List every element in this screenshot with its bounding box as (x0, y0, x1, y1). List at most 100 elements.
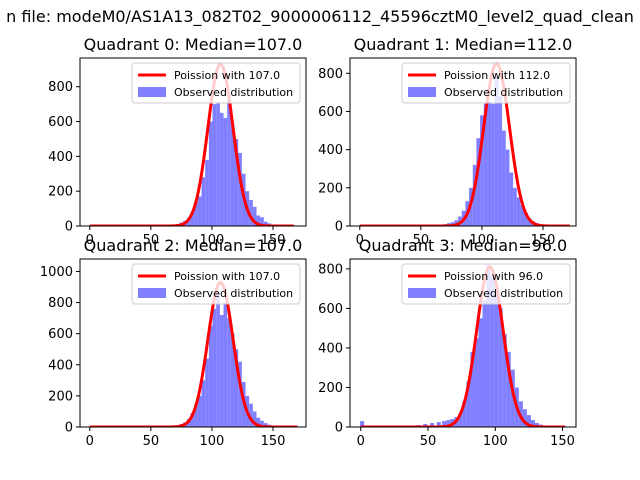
legend-label-poisson: Poission with 107.0 (174, 270, 280, 283)
histogram-bar (483, 103, 488, 226)
y-tick-label: 0 (335, 220, 343, 235)
y-tick-label: 600 (318, 105, 343, 120)
histogram-bar (491, 103, 495, 226)
histogram-bar (505, 149, 510, 226)
x-tick-label: 50 (143, 233, 160, 248)
histogram-bar (502, 334, 507, 427)
histogram-bar (238, 361, 242, 427)
x-tick-label: 50 (420, 434, 437, 449)
histogram-bar (186, 218, 191, 226)
histogram-bar (360, 421, 365, 427)
panel-title: Quadrant 3: Median=96.0 (359, 236, 567, 255)
y-tick-label: 0 (65, 421, 73, 436)
histogram-bar (219, 112, 224, 226)
histogram-bar (260, 217, 264, 226)
y-tick-label: 0 (65, 220, 73, 235)
legend-box (401, 62, 571, 104)
histogram-bar (227, 318, 231, 427)
histogram-bar (216, 291, 220, 427)
legend-label-observed: Observed distribution (174, 86, 293, 99)
histogram-bar (263, 221, 268, 226)
histogram-bar (230, 125, 235, 226)
histogram-bar (436, 422, 441, 427)
axes-frame (79, 258, 307, 428)
histogram-bar (208, 121, 213, 226)
x-tick-label: 0 (86, 233, 94, 248)
quadrant-1-panel: 0 50 100 150 0 200 400 600 800 Quadrant 1: Median… (318, 35, 577, 248)
y-tick-label: 400 (318, 143, 343, 158)
x-tick-label: 0 (356, 233, 364, 248)
histogram-bar (454, 220, 459, 226)
legend-label-observed: Observed distribution (444, 287, 563, 300)
quadrant-0-panel: 0 50 100 150 0 200 400 600 800 Quadrant 0: Median… (48, 35, 307, 248)
histogram-bar (494, 77, 499, 226)
histogram-bar (234, 138, 239, 226)
y-tick-label: 200 (48, 389, 73, 404)
legend: Poission with 112.0 Observed distribution (401, 62, 571, 104)
plot-area (88, 280, 299, 427)
y-tick-label: 200 (318, 381, 343, 396)
y-tick-label: 800 (48, 80, 73, 95)
histogram-bar (216, 102, 220, 226)
histogram-bar (212, 308, 217, 427)
histogram-bar (442, 421, 447, 427)
histogram-bar (498, 308, 503, 427)
x-tick-label: 150 (261, 434, 286, 449)
histogram-bar (462, 401, 467, 427)
histogram-bar (234, 349, 239, 427)
histogram-bar (446, 420, 451, 427)
x-tick-label: 150 (550, 434, 575, 449)
histogram-bar (201, 380, 206, 427)
x-tick-label: 100 (470, 233, 495, 248)
axes-frame (79, 57, 307, 227)
x-tick-label: 50 (413, 233, 430, 248)
x-tick-label: 0 (357, 434, 365, 449)
legend: Poission with 96.0 Observed distribution (401, 263, 571, 305)
histogram-bar (197, 395, 202, 427)
histogram-bar (197, 196, 202, 226)
y-tick-label: 600 (318, 302, 343, 317)
histogram-bar (238, 152, 242, 226)
histogram-bar (513, 187, 517, 226)
histogram-bar (223, 118, 228, 226)
legend-box (401, 263, 571, 305)
y-tick-label: 200 (48, 185, 73, 200)
histogram-bar (252, 206, 257, 226)
histogram-bar (524, 212, 528, 226)
histogram-bar (527, 218, 532, 226)
x-tick-label: 150 (531, 233, 556, 248)
histogram-bar (458, 413, 463, 427)
y-tick-label: 600 (48, 327, 73, 342)
y-tick-label: 800 (48, 296, 73, 311)
legend-box (131, 263, 301, 305)
histogram-bar (190, 212, 195, 226)
panel-title: Quadrant 0: Median=107.0 (84, 35, 303, 54)
histogram-bar (260, 420, 264, 427)
histogram-bar (490, 276, 495, 427)
legend-bar-swatch (138, 87, 166, 97)
histogram-bar (472, 164, 477, 226)
x-tick-label: 100 (200, 434, 225, 449)
legend-box (131, 62, 301, 104)
y-tick-label: 1000 (40, 265, 73, 280)
histogram-bar (522, 409, 527, 427)
histogram-bar (230, 333, 235, 427)
legend-bar-swatch (138, 288, 166, 298)
histogram-bar (476, 138, 481, 226)
legend-label-poisson: Poission with 112.0 (444, 69, 550, 82)
histogram-bar (227, 98, 231, 226)
y-tick-label: 400 (48, 150, 73, 165)
plot-area (359, 264, 567, 427)
y-tick-label: 400 (48, 358, 73, 373)
y-tick-label: 400 (318, 341, 343, 356)
histogram-bar (534, 423, 540, 427)
panel-title: Quadrant 1: Median=112.0 (354, 35, 573, 54)
histogram-bar (494, 292, 499, 427)
y-tick-label: 0 (335, 421, 343, 436)
histogram-bar (530, 420, 535, 427)
legend-label-poisson: Poission with 107.0 (174, 69, 280, 82)
histogram-bar (502, 130, 506, 226)
histogram-bar (208, 325, 213, 427)
